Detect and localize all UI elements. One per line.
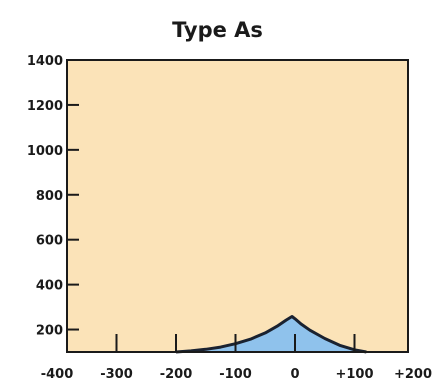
plot-area xyxy=(67,60,408,352)
x-tick-label: -400 xyxy=(41,367,74,382)
x-axis: -400 -300 -200 -100 0 +100 +200 xyxy=(41,334,432,382)
y-tick-label: 1000 xyxy=(27,144,63,159)
y-tick-label: 600 xyxy=(36,234,63,249)
y-tick-label: 400 xyxy=(36,279,63,294)
x-tick-label: -100 xyxy=(219,367,252,382)
y-tick-label: 1400 xyxy=(27,54,63,69)
series-line-0 xyxy=(175,315,367,354)
series-area-0 xyxy=(176,316,367,352)
chart-title: Type As xyxy=(172,18,263,42)
x-tick-label: +100 xyxy=(335,367,373,382)
x-tick-label: -200 xyxy=(160,367,193,382)
y-tick-label: 800 xyxy=(36,189,63,204)
x-tick-label: -300 xyxy=(100,367,133,382)
x-tick-label: +200 xyxy=(394,367,432,382)
y-tick-label: 1200 xyxy=(27,99,63,114)
series-layer xyxy=(175,315,367,354)
plot-frame xyxy=(66,59,409,353)
y-tick-label: 200 xyxy=(36,324,63,339)
y-axis: 200 400 600 800 1000 1200 1400 xyxy=(27,54,79,339)
x-tick-label: 0 xyxy=(290,367,299,382)
